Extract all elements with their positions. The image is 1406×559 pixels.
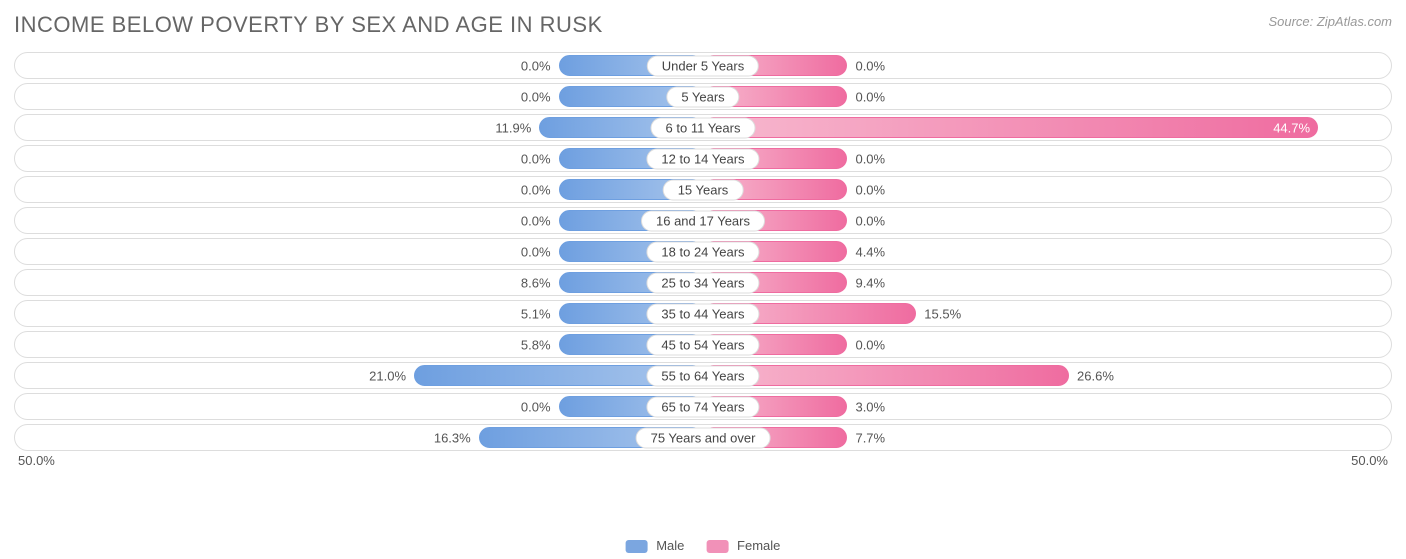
category-label: 25 to 34 Years (646, 272, 759, 293)
value-male: 0.0% (521, 399, 551, 414)
chart-area: Under 5 Years 0.0% 0.0% 5 Years 0.0% 0.0% 6 to… (14, 52, 1392, 451)
chart-row: 25 to 34 Years 8.6% 9.4% (14, 269, 1392, 296)
category-label: 5 Years (666, 86, 739, 107)
value-female: 0.0% (855, 213, 885, 228)
value-male: 5.8% (521, 337, 551, 352)
value-female: 7.7% (855, 430, 885, 445)
chart-source: Source: ZipAtlas.com (1268, 14, 1392, 29)
value-male: 21.0% (369, 368, 406, 383)
category-label: 55 to 64 Years (646, 365, 759, 386)
value-male: 0.0% (521, 89, 551, 104)
axis-left-max: 50.0% (18, 453, 55, 468)
value-female: 3.0% (855, 399, 885, 414)
chart-row: 16 and 17 Years 0.0% 0.0% (14, 207, 1392, 234)
legend-item-female: Female (706, 538, 780, 553)
value-female: 4.4% (855, 244, 885, 259)
legend-label-male: Male (656, 538, 684, 553)
bar-female (703, 117, 1318, 138)
chart-row: 45 to 54 Years 5.8% 0.0% (14, 331, 1392, 358)
chart-row: Under 5 Years 0.0% 0.0% (14, 52, 1392, 79)
chart-title: INCOME BELOW POVERTY BY SEX AND AGE IN R… (14, 12, 603, 38)
value-male: 11.9% (495, 120, 531, 135)
value-female: 44.7% (1273, 120, 1310, 135)
category-label: 16 and 17 Years (641, 210, 765, 231)
legend-swatch-female (706, 540, 728, 553)
axis-right-max: 50.0% (1351, 453, 1388, 468)
value-male: 0.0% (521, 244, 551, 259)
category-label: 35 to 44 Years (646, 303, 759, 324)
legend-label-female: Female (737, 538, 780, 553)
value-female: 26.6% (1077, 368, 1114, 383)
category-label: 65 to 74 Years (646, 396, 759, 417)
value-female: 0.0% (855, 182, 885, 197)
chart-row: 55 to 64 Years 21.0% 26.6% (14, 362, 1392, 389)
chart-row: 12 to 14 Years 0.0% 0.0% (14, 145, 1392, 172)
value-male: 0.0% (521, 151, 551, 166)
value-female: 9.4% (855, 275, 885, 290)
axis-row: 50.0% 50.0% (14, 451, 1392, 468)
chart-row: 75 Years and over 16.3% 7.7% (14, 424, 1392, 451)
legend-item-male: Male (626, 538, 685, 553)
value-female: 0.0% (855, 58, 885, 73)
value-male: 0.0% (521, 182, 551, 197)
category-label: 15 Years (663, 179, 744, 200)
chart-row: 35 to 44 Years 5.1% 15.5% (14, 300, 1392, 327)
value-male: 0.0% (521, 58, 551, 73)
category-label: Under 5 Years (647, 55, 759, 76)
value-female: 0.0% (855, 89, 885, 104)
chart-row: 15 Years 0.0% 0.0% (14, 176, 1392, 203)
value-male: 0.0% (521, 213, 551, 228)
category-label: 45 to 54 Years (646, 334, 759, 355)
chart-row: 65 to 74 Years 0.0% 3.0% (14, 393, 1392, 420)
value-male: 16.3% (434, 430, 471, 445)
legend: Male Female (626, 538, 781, 553)
category-label: 75 Years and over (636, 427, 771, 448)
chart-header: INCOME BELOW POVERTY BY SEX AND AGE IN R… (14, 12, 1392, 38)
legend-swatch-male (626, 540, 648, 553)
category-label: 18 to 24 Years (646, 241, 759, 262)
category-label: 12 to 14 Years (646, 148, 759, 169)
value-female: 0.0% (855, 151, 885, 166)
value-male: 8.6% (521, 275, 551, 290)
value-female: 15.5% (924, 306, 961, 321)
category-label: 6 to 11 Years (651, 117, 756, 138)
chart-row: 6 to 11 Years 11.9% 44.7% (14, 114, 1392, 141)
chart-row: 5 Years 0.0% 0.0% (14, 83, 1392, 110)
chart-row: 18 to 24 Years 0.0% 4.4% (14, 238, 1392, 265)
value-female: 0.0% (855, 337, 885, 352)
value-male: 5.1% (521, 306, 551, 321)
